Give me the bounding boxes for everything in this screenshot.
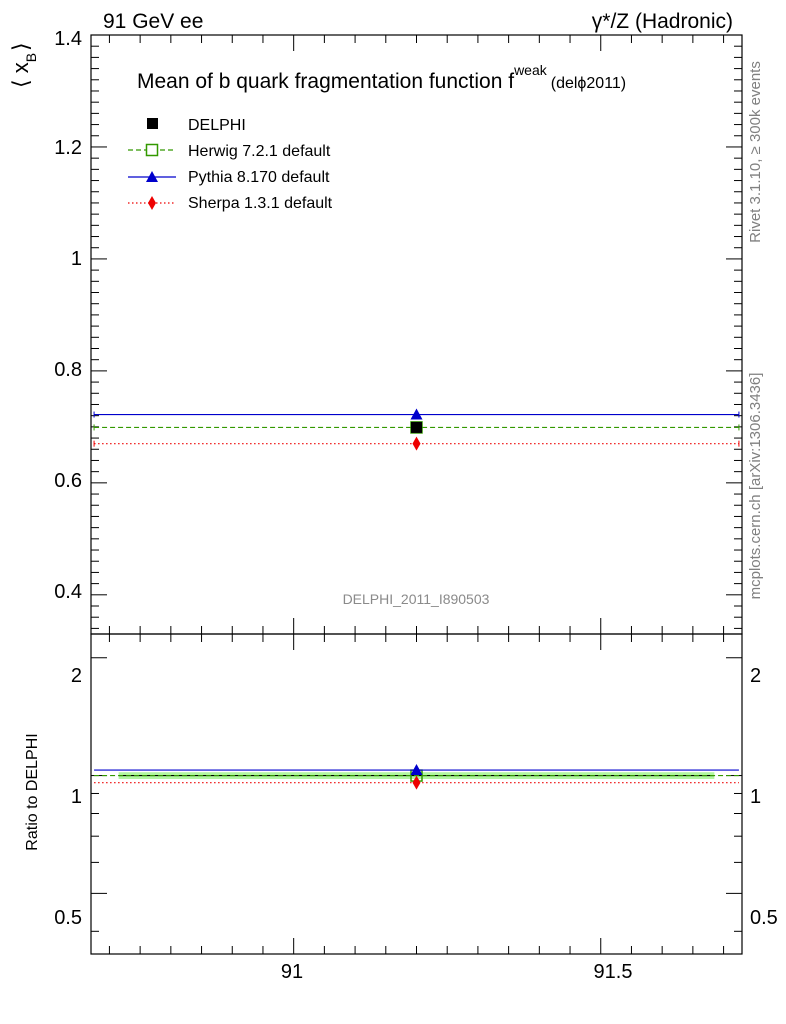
ytick-label: 1.2: [54, 137, 82, 159]
main-ylabel: ⟨ xB ⟩: [8, 42, 39, 88]
ytick-label: 1.4: [54, 28, 82, 50]
ytick-label: 0.6: [54, 470, 82, 492]
xtick-label: 91.5: [594, 961, 633, 983]
title-main: Mean of b quark fragmentation function f: [137, 70, 514, 93]
legend-label-herwig: Herwig 7.2.1 default: [188, 143, 331, 160]
ratio-ylabel: Ratio to DELPHI: [24, 733, 41, 850]
plot-title: Mean of b quark fragmentation function f…: [137, 62, 626, 93]
energy-label: 91 GeV ee: [103, 10, 203, 33]
ytick-label: 0.4: [54, 581, 82, 603]
svg-text:⟨ xB⟩: ⟨ xB ⟩: [8, 42, 39, 88]
legend-marker-herwig: [145, 143, 159, 157]
ratio-plot-frame: [90, 633, 743, 955]
ytick-label: 0.8: [54, 359, 82, 381]
main-axis-ticks: [91, 34, 742, 634]
ratio-data-point: [410, 764, 423, 776]
legend: DELPHI Herwig 7.2.1 default Pythia 8.170…: [128, 117, 333, 212]
ratio-ytick-label-right: 2: [750, 665, 761, 687]
ratio-ytick-label-right: 1: [750, 786, 761, 808]
x-tick-labels: 91 91.5: [281, 961, 633, 983]
ytick-label: 1: [71, 248, 82, 270]
ratio-ytick-label-right: 0.5: [750, 907, 778, 929]
main-y-tick-labels: 0.4 0.6 0.8 1 1.2 1.4: [54, 28, 82, 603]
mcplots-label: mcplots.cern.ch [arXiv:1306.3436]: [747, 373, 764, 600]
ratio-axis-ticks: [91, 634, 742, 954]
legend-marker-pythia: [146, 171, 158, 182]
process-label: γ*/Z (Hadronic): [592, 10, 733, 33]
title-superscript: weak: [513, 62, 548, 78]
legend-label-pythia: Pythia 8.170 default: [188, 169, 330, 186]
ylabel-open: ⟨ x: [8, 62, 33, 88]
legend-marker-delphi: [147, 118, 158, 129]
title-suffix: (delϕ2011): [551, 75, 626, 92]
legend-label-sherpa: Sherpa 1.3.1 default: [188, 195, 333, 212]
xtick-label: 91: [281, 961, 303, 983]
ratio-ytick-label: 1: [71, 786, 82, 808]
ratio-ytick-label: 2: [71, 665, 82, 687]
analysis-watermark: DELPHI_2011_I890503: [343, 591, 490, 607]
ylabel-sub: B: [23, 53, 39, 62]
ylabel-close: ⟩: [8, 42, 33, 51]
main-series-group: [93, 408, 740, 451]
data-point: [412, 436, 421, 451]
ratio-series-group: [94, 764, 739, 790]
ratio-y-tick-labels: 0.5 1 2 0.5 1 2: [54, 665, 778, 929]
rivet-label: Rivet 3.1.10, ≥ 300k events: [747, 61, 764, 243]
data-point: [410, 408, 423, 420]
legend-label-delphi: DELPHI: [188, 117, 246, 134]
ratio-ytick-label: 0.5: [54, 907, 82, 929]
ratio-data-point: [412, 775, 421, 790]
legend-marker-sherpa: [148, 196, 156, 210]
data-point: [411, 421, 422, 433]
